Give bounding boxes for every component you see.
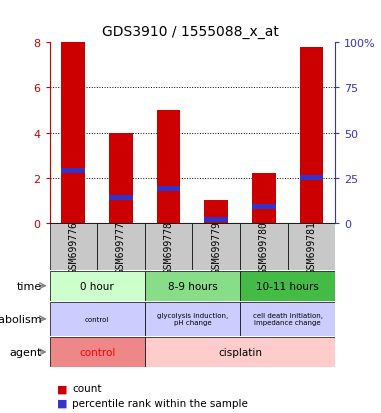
Bar xyxy=(50,302,145,336)
Bar xyxy=(50,223,97,271)
Bar xyxy=(145,302,240,336)
Bar xyxy=(145,337,335,367)
Bar xyxy=(61,43,85,223)
Bar xyxy=(145,223,192,271)
Bar xyxy=(204,201,228,223)
Text: control: control xyxy=(79,347,115,357)
Bar xyxy=(204,217,228,222)
Text: 8-9 hours: 8-9 hours xyxy=(168,281,217,291)
Bar xyxy=(240,302,335,336)
Bar xyxy=(252,205,276,210)
Text: ■: ■ xyxy=(57,383,68,393)
Bar xyxy=(109,133,133,223)
Text: GSM699777: GSM699777 xyxy=(116,221,126,273)
Bar xyxy=(145,271,240,301)
Bar xyxy=(240,223,288,271)
Text: metabolism: metabolism xyxy=(0,314,42,324)
Text: GSM699781: GSM699781 xyxy=(306,221,317,273)
Bar xyxy=(50,337,145,367)
Bar xyxy=(157,111,181,223)
Text: GDS3910 / 1555088_x_at: GDS3910 / 1555088_x_at xyxy=(102,25,279,39)
Bar xyxy=(240,271,335,301)
Text: time: time xyxy=(17,281,42,291)
Bar xyxy=(61,169,85,174)
Text: percentile rank within the sample: percentile rank within the sample xyxy=(72,398,248,408)
Text: GSM699780: GSM699780 xyxy=(259,221,269,273)
Text: cell death initiation,
impedance change: cell death initiation, impedance change xyxy=(253,313,323,325)
Text: 0 hour: 0 hour xyxy=(80,281,114,291)
Bar xyxy=(109,196,133,201)
Text: glycolysis induction,
pH change: glycolysis induction, pH change xyxy=(157,313,228,325)
Text: agent: agent xyxy=(10,347,42,357)
Bar xyxy=(299,176,323,180)
Text: count: count xyxy=(72,383,102,393)
Bar xyxy=(299,48,323,223)
Text: 10-11 hours: 10-11 hours xyxy=(256,281,319,291)
Text: GSM699779: GSM699779 xyxy=(211,221,221,273)
Bar xyxy=(97,223,145,271)
Bar xyxy=(157,187,181,192)
Text: ■: ■ xyxy=(57,398,68,408)
Bar xyxy=(50,271,145,301)
Bar xyxy=(252,173,276,223)
Bar xyxy=(192,223,240,271)
Bar xyxy=(288,223,335,271)
Text: control: control xyxy=(85,316,109,322)
Text: GSM699778: GSM699778 xyxy=(163,221,174,273)
Text: GSM699776: GSM699776 xyxy=(68,221,78,273)
Text: cisplatin: cisplatin xyxy=(218,347,262,357)
